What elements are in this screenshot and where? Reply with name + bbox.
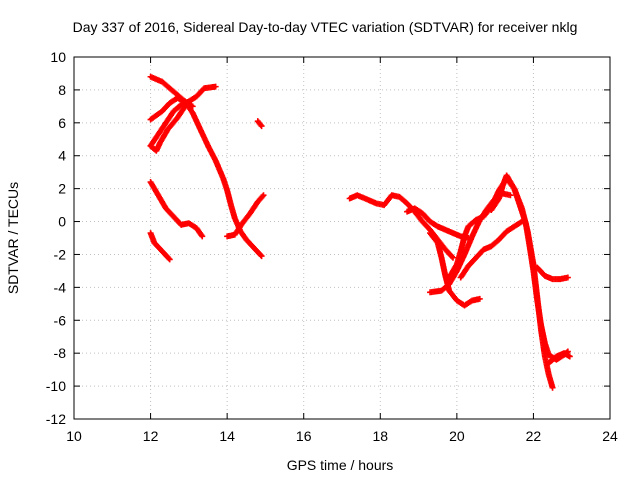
x-axis-label: GPS time / hours: [287, 457, 394, 473]
data-point: [258, 123, 265, 130]
data-point: [259, 193, 266, 200]
y-tick-label: 4: [58, 148, 66, 164]
y-axis-label: SDTVAR / TECUs: [5, 182, 21, 294]
data-point: [566, 353, 573, 360]
x-tick-label: 18: [372, 428, 388, 444]
data-point: [258, 253, 265, 260]
y-tick-label: -10: [46, 378, 66, 394]
data-point: [507, 192, 514, 199]
data-point: [564, 274, 571, 281]
x-tick-label: 12: [143, 428, 159, 444]
y-tick-label: -12: [46, 411, 66, 427]
y-tick-label: -8: [54, 345, 67, 361]
data-point: [449, 253, 456, 260]
y-tick-label: -6: [54, 312, 67, 328]
x-tick-label: 20: [449, 428, 465, 444]
data-point: [199, 233, 206, 240]
x-tick-label: 16: [296, 428, 312, 444]
x-tick-label: 14: [219, 428, 235, 444]
y-tick-label: 10: [50, 49, 66, 65]
data-point: [198, 232, 205, 239]
data-point: [260, 192, 267, 199]
data-point: [476, 295, 483, 302]
y-tick-label: -4: [54, 279, 67, 295]
y-tick-label: 2: [58, 181, 66, 197]
data-point: [189, 103, 196, 110]
y-tick-label: 6: [58, 115, 66, 131]
y-tick-label: 0: [58, 214, 66, 230]
y-tick-label: 8: [58, 82, 66, 98]
plot-frame: [73, 56, 611, 420]
data-point: [182, 103, 189, 110]
data-markers: [147, 73, 573, 391]
chart-title: Day 337 of 2016, Sidereal Day-to-day VTE…: [73, 19, 578, 35]
data-point: [549, 384, 556, 391]
x-tick-label: 22: [526, 428, 542, 444]
x-tick-label: 10: [66, 428, 82, 444]
data-point: [450, 254, 457, 261]
data-point: [212, 83, 219, 90]
data-point: [165, 255, 172, 262]
data-point: [166, 256, 173, 263]
x-tick-label: 24: [602, 428, 618, 444]
y-tick-label: -2: [54, 246, 67, 262]
data-point: [257, 252, 264, 259]
